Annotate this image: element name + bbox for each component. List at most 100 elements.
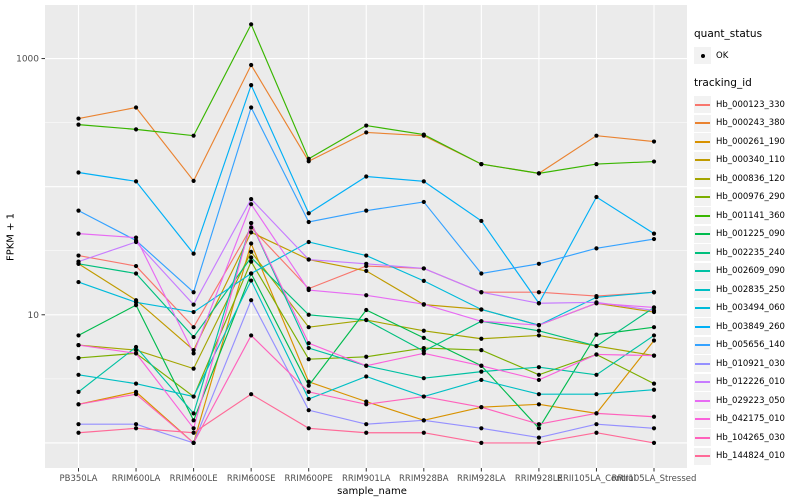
series-color-swatch [695,177,710,180]
data-point [133,239,139,245]
line-chart-svg: 1000 10 PB350LA RRIM600LA RRIM600LE RRIM600SE… [16,5,696,484]
legend-item: Hb_000123_330 [694,96,800,113]
legend-key-box [694,170,711,187]
data-point [651,159,657,164]
data-point [651,381,657,386]
data-point [536,290,542,295]
data-point [249,83,254,88]
x-tick-label: RRIM928LE [515,474,563,484]
data-point [191,348,196,353]
data-point [594,332,599,337]
legend-item-label: Hb_003494_060 [716,303,785,313]
legend-key-box [694,262,711,280]
data-point [191,366,196,371]
legend-key-box [694,281,711,298]
data-point [594,430,599,435]
legend-item-label: OK [716,50,729,61]
data-point [306,426,311,431]
data-point [479,363,484,368]
x-tick-label: RRIM600PE [285,474,333,484]
data-point [364,261,369,266]
data-point [249,241,254,246]
data-point [421,302,426,307]
axes: 1000 10 PB350LA RRIM600LA RRIM600LE RRIM600SE… [16,55,696,484]
legend-key-box [694,318,711,335]
data-point [421,394,426,399]
data-point [76,372,81,377]
data-point [594,301,599,306]
legend-item: Hb_144824_010 [694,447,800,465]
legend-item-label: Hb_000976_290 [716,192,785,202]
data-point [421,376,426,381]
data-point [191,133,196,138]
legend-item: Hb_010921_030 [694,355,800,372]
legend-item-label: Hb_012226_010 [716,377,785,387]
data-point [133,127,139,132]
legend-item: Hb_000340_110 [694,151,800,169]
data-point [421,430,426,435]
legend-item: Hb_002235_240 [694,244,800,261]
x-tick-label: RRIM600SE [227,474,276,484]
data-point [364,374,369,379]
data-point [249,196,254,202]
legend-key-box [694,225,711,243]
data-point [651,353,657,358]
data-point [76,333,81,338]
data-point [191,290,196,295]
x-tick-label: RRIM928BA [399,474,449,484]
point-icon [700,53,705,58]
data-point [191,394,196,399]
data-point [651,308,657,313]
legend-item-label: Hb_002235_240 [716,247,785,258]
data-point [133,348,139,353]
legend-item: Hb_003494_060 [694,299,800,317]
x-tick-label: RRII105LA_Control [557,474,636,484]
legend-item: Hb_042175_010 [694,410,800,428]
x-tick-label: PB350LA [60,474,98,484]
x-tick-label: RRII105LA_Stressed [612,474,697,484]
data-point [651,325,657,330]
legend-key-box [694,392,711,409]
legend-item: Hb_000836_120 [694,170,800,187]
y-axis-title: FPKM + 1 [5,212,17,262]
data-point [479,440,484,445]
legend-item-label: Hb_001141_360 [716,210,785,221]
data-point [76,342,81,348]
legend-item-label: Hb_002609_090 [716,266,785,276]
data-point [594,422,599,427]
data-point [191,440,196,445]
legend-item-label: Hb_005656_140 [716,340,785,350]
data-point [306,341,311,346]
data-point [479,348,484,353]
data-point [421,345,426,351]
data-point [191,351,196,356]
legend-item-label: Hb_029223_050 [716,395,785,406]
data-point [536,328,542,333]
data-point [479,369,484,374]
data-point [191,309,196,315]
series-color-swatch [695,159,710,161]
data-point [421,328,426,333]
legend-item: Hb_104265_030 [694,429,800,446]
data-point [249,333,254,338]
data-point [306,325,311,330]
legend-item: Hb_001225_090 [694,225,800,243]
data-point [76,253,81,258]
data-point [421,418,426,423]
data-point [364,174,369,179]
data-point [364,354,369,359]
legend-key-box [694,114,711,132]
data-point [133,235,139,240]
data-point [133,426,139,431]
data-point [76,422,81,427]
data-point [76,279,81,285]
legend-key-box [694,410,711,428]
data-point [249,220,254,226]
series-color-swatch [695,251,710,254]
data-point [133,271,139,276]
data-point [536,171,542,176]
data-point [133,351,139,356]
data-point [306,257,311,262]
data-point [594,295,599,300]
data-point [651,236,657,242]
